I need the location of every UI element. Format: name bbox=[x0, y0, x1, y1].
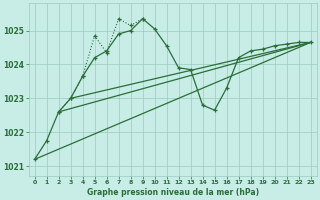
X-axis label: Graphe pression niveau de la mer (hPa): Graphe pression niveau de la mer (hPa) bbox=[86, 188, 259, 197]
